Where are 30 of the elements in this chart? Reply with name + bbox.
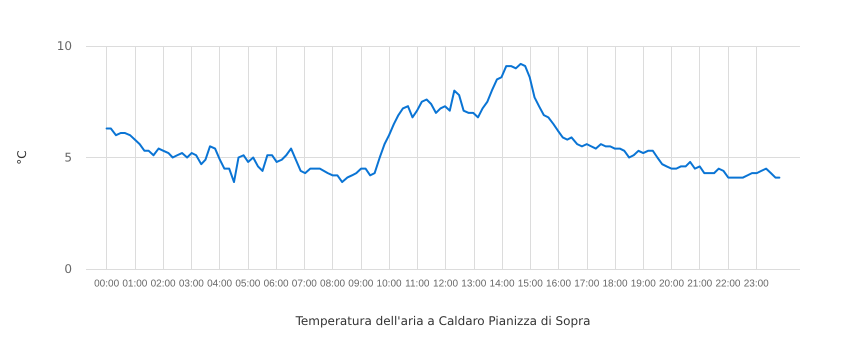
x-tick-label: 20:00 <box>658 278 684 290</box>
x-tick-label: 00:00 <box>94 278 120 290</box>
x-tick-label: 12:00 <box>433 278 458 290</box>
y-axis-title: °C <box>15 150 29 165</box>
x-tick-label: 09:00 <box>348 278 374 290</box>
x-tick-label: 03:00 <box>178 278 204 290</box>
x-tick-label: 07:00 <box>292 278 318 290</box>
line-series <box>106 62 780 184</box>
y-tick-label: 5 <box>64 150 72 164</box>
x-tick-label: 05:00 <box>235 278 261 290</box>
x-tick-label: 11:00 <box>405 278 430 290</box>
x-tick-label: 06:00 <box>264 278 290 290</box>
y-tick-label: 10 <box>56 39 72 53</box>
x-axis-title: Temperatura dell'aria a Caldaro Pianizza di Sopra <box>294 314 590 328</box>
x-tick-label: 21:00 <box>687 278 713 290</box>
x-tick-label: 17:00 <box>574 278 600 290</box>
y-tick-label: 0 <box>64 262 72 276</box>
x-tick-label: 08:00 <box>320 278 346 290</box>
x-tick-label: 14:00 <box>490 278 515 290</box>
x-tick-label: 22:00 <box>715 278 741 290</box>
x-tick-label: 13:00 <box>461 278 487 290</box>
x-tick-label: 10:00 <box>376 278 402 290</box>
x-tick-label: 16:00 <box>546 278 572 290</box>
x-tick-label: 23:00 <box>744 278 770 290</box>
x-tick-label: 19:00 <box>630 278 656 290</box>
x-tick-label: 02:00 <box>150 278 176 290</box>
x-tick-label: 01:00 <box>122 278 148 290</box>
x-tick-label: 04:00 <box>207 278 233 290</box>
x-tick-label: 18:00 <box>602 278 628 290</box>
x-tick-label: 15:00 <box>518 278 544 290</box>
